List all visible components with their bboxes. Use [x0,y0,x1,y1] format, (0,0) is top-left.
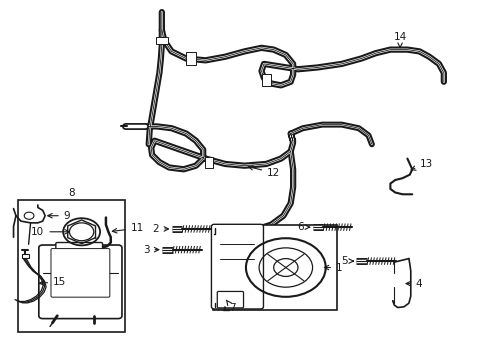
Text: 14: 14 [393,32,406,48]
Text: 5: 5 [340,256,353,266]
Bar [204,157,213,168]
Text: 15: 15 [40,277,66,287]
Bar [212,225,336,310]
Text: 11: 11 [112,223,144,233]
Text: 12: 12 [248,166,280,178]
Text: 3: 3 [142,245,159,255]
Bar [186,52,196,65]
Text: 7: 7 [226,300,235,313]
Text: 2: 2 [152,224,168,234]
Text: 13: 13 [410,159,432,170]
Text: 10: 10 [31,227,69,237]
Text: 1: 1 [324,262,342,273]
FancyBboxPatch shape [217,292,243,308]
FancyBboxPatch shape [56,243,102,253]
FancyBboxPatch shape [211,224,263,309]
FancyBboxPatch shape [51,249,110,297]
Text: 4: 4 [405,279,421,289]
Bar [19,200,125,332]
FancyBboxPatch shape [39,245,122,319]
Text: 6: 6 [297,222,309,232]
Bar [156,37,168,44]
Text: 9: 9 [48,211,70,221]
Bar [261,73,271,86]
Text: 8: 8 [68,188,75,198]
Bar [22,254,29,258]
